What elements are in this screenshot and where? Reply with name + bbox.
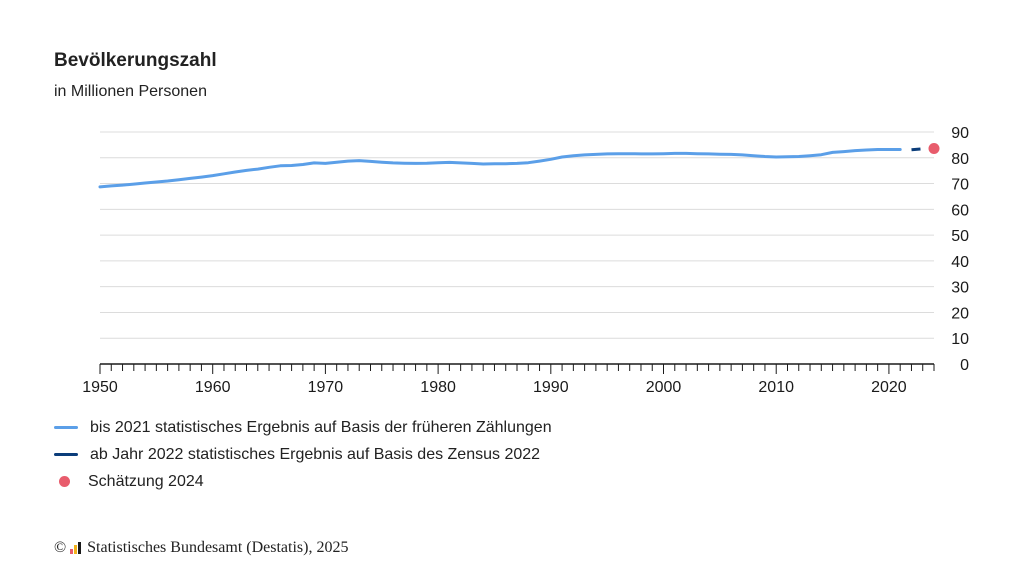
legend-label-historical: bis 2021 statistisches Ergebnis auf Basi… bbox=[90, 418, 552, 436]
legend-item-historical[interactable]: bis 2021 statistisches Ergebnis auf Basi… bbox=[54, 414, 552, 441]
x-tick-label-2000: 2000 bbox=[646, 379, 682, 396]
estimate-point-2024 bbox=[928, 142, 940, 154]
y-tick-label-0: 0 bbox=[960, 357, 969, 374]
legend-item-estimate[interactable]: Schätzung 2024 bbox=[54, 468, 552, 495]
source-text[interactable]: Statistisches Bundesamt (Destatis), 2025 bbox=[87, 539, 349, 556]
series-line-historical bbox=[98, 148, 902, 189]
x-tick-label-1960: 1960 bbox=[195, 379, 231, 396]
x-tick-label-2010: 2010 bbox=[758, 379, 794, 396]
legend-swatch-historical bbox=[54, 426, 78, 429]
legend-label-estimate: Schätzung 2024 bbox=[88, 472, 204, 490]
x-tick-label-1950: 1950 bbox=[82, 379, 118, 396]
y-tick-label-20: 20 bbox=[951, 305, 969, 322]
line-chart: 0 10 20 30 40 50 60 70 80 90 1950 1960 1970 1980 1990 2… bbox=[82, 125, 969, 396]
y-tick-label-90: 90 bbox=[951, 125, 969, 142]
series-line-census bbox=[911, 147, 923, 152]
x-tick-label-1980: 1980 bbox=[420, 379, 456, 396]
y-tick-label-50: 50 bbox=[951, 228, 969, 245]
chart-subtitle: in Millionen Personen bbox=[54, 83, 207, 100]
legend-dot-estimate bbox=[59, 476, 70, 487]
y-tick-label-60: 60 bbox=[951, 202, 969, 219]
source-footer: © Statistisches Bundesamt (Destatis), 20… bbox=[54, 539, 348, 557]
y-tick-label-10: 10 bbox=[951, 331, 969, 348]
y-tick-label-30: 30 bbox=[951, 280, 969, 297]
y-tick-label-40: 40 bbox=[951, 254, 969, 271]
legend-label-census: ab Jahr 2022 statistisches Ergebnis auf … bbox=[90, 445, 541, 463]
destatis-logo-icon bbox=[70, 542, 82, 554]
legend: bis 2021 statistisches Ergebnis auf Basi… bbox=[54, 414, 552, 495]
chart-title: Bevölkerungszahl bbox=[54, 50, 217, 71]
x-tick-label-2020: 2020 bbox=[871, 379, 907, 396]
x-tick-label-1970: 1970 bbox=[308, 379, 344, 396]
copyright-symbol: © bbox=[54, 539, 67, 556]
legend-swatch-census bbox=[54, 453, 78, 456]
x-tick-label-1990: 1990 bbox=[533, 379, 569, 396]
legend-item-census[interactable]: ab Jahr 2022 statistisches Ergebnis auf … bbox=[54, 441, 552, 468]
y-tick-label-80: 80 bbox=[951, 151, 969, 168]
y-tick-label-70: 70 bbox=[951, 177, 969, 194]
